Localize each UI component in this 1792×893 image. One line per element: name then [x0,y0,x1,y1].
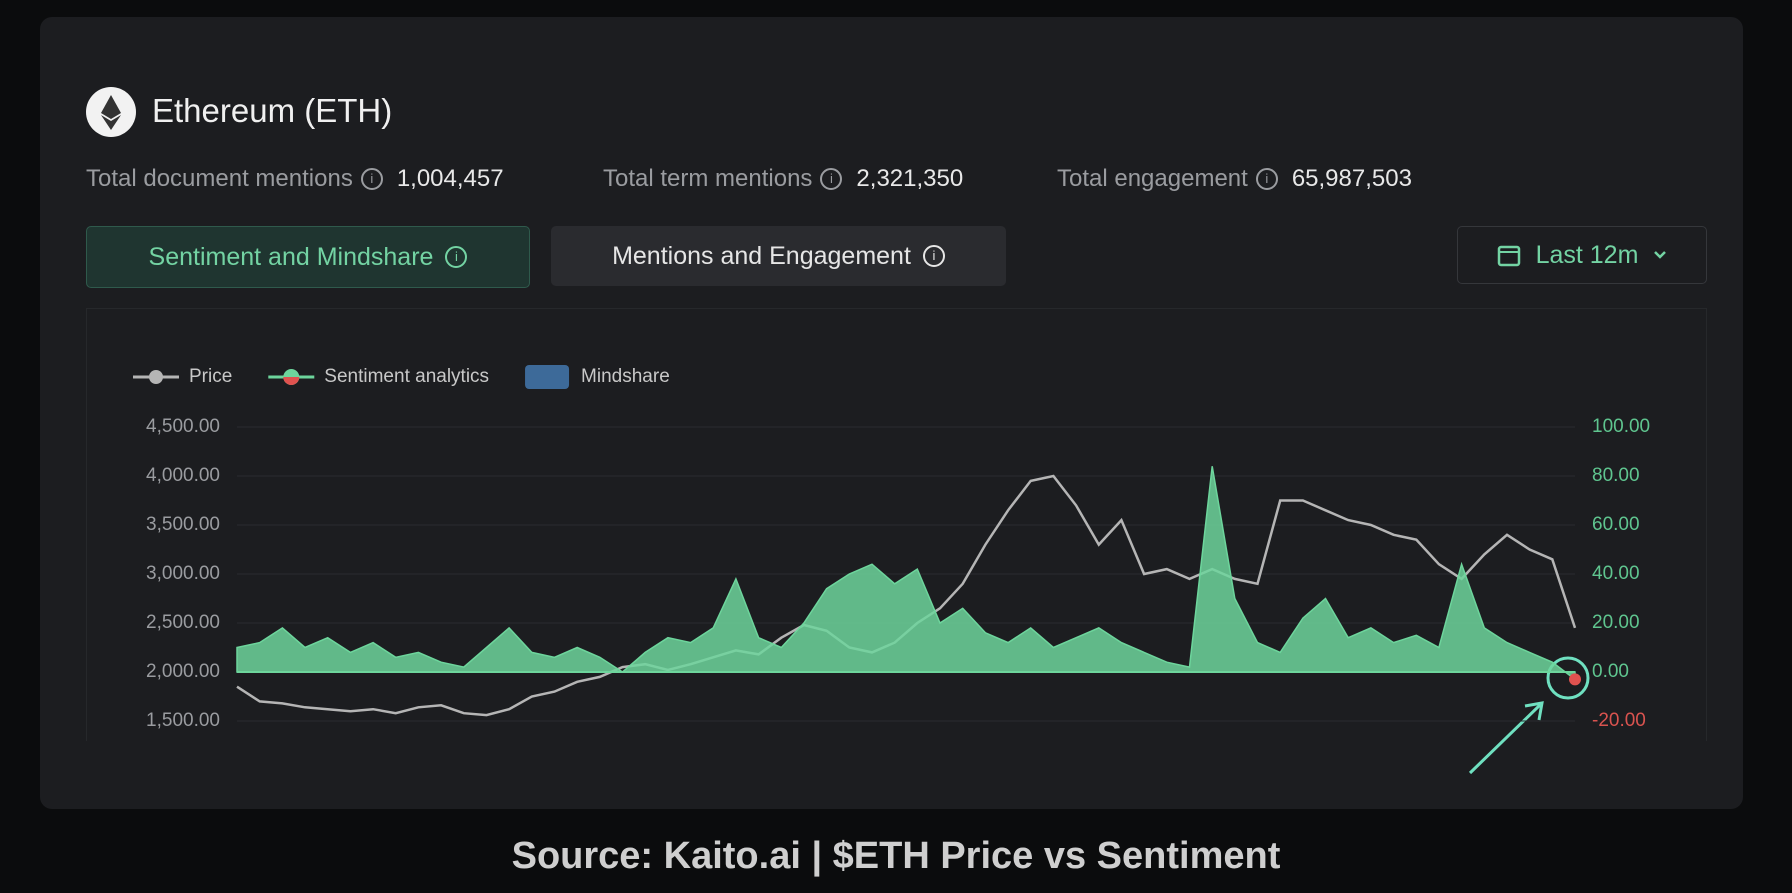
y-tick-label: 1,500.00 [146,710,220,731]
stat-label: Total term mentions [603,165,813,192]
sentiment-area [236,466,1576,681]
legend-swatch [283,377,300,385]
y-tick-label: 4,000.00 [146,465,220,486]
y-tick-label: 3,000.00 [146,563,220,584]
y2-tick-label: 20.00 [1592,612,1640,633]
tab-label: Sentiment and Mindshare [148,242,434,271]
y-tick-label: 4,500.00 [146,416,220,437]
eth-icon [101,95,121,130]
arrow-head [1524,701,1544,721]
info-icon[interactable]: i [360,168,383,190]
info-icon[interactable]: i [445,246,468,268]
stat: Total term mentions i 2,321,350 [603,165,963,193]
info-icon[interactable]: i [820,168,843,190]
y2-tick-label: 0.00 [1592,661,1629,682]
y-tick-label: 2,000.00 [146,661,220,682]
y2-tick-label: -20.00 [1592,710,1646,731]
tab[interactable]: Sentiment and Mindshare i [86,226,530,288]
y-tick-label: 3,500.00 [146,514,220,535]
card [40,17,1743,809]
y2-tick-label: 80.00 [1592,465,1640,486]
y-tick-label: 2,500.00 [146,612,220,633]
stat: Total engagement i 65,987,503 [1057,165,1412,193]
chart-panel [86,308,1707,741]
stat: Total document mentions i 1,004,457 [86,165,504,193]
legend-label: Mindshare [581,366,670,387]
legend-label: Price [189,366,232,387]
chevron [1654,251,1667,259]
info-icon[interactable]: i [922,245,945,267]
caption: Source: Kaito.ai | $ETH Price vs Sentime… [511,835,1281,877]
range-select[interactable]: Last 12m [1457,226,1707,284]
tab[interactable]: Mentions and Engagement i [551,226,1006,286]
stat-label: Total engagement [1057,165,1248,192]
y2-tick-label: 60.00 [1592,514,1640,535]
legend-label: Sentiment analytics [324,366,489,387]
range-label: Last 12m [1535,240,1639,269]
stat-value: 1,004,457 [396,165,504,192]
negative-point [1569,673,1581,686]
eth-logo [86,87,136,137]
legend-swatch [149,370,163,384]
legend-swatch [525,365,570,389]
y2-tick-label: 40.00 [1592,563,1640,584]
stat-label: Total document mentions [86,165,353,192]
info-icon[interactable]: i [1255,168,1278,190]
arrow [1468,703,1542,775]
calendar-icon [1497,245,1520,267]
tab-label: Mentions and Engagement [612,241,911,270]
stat-value: 65,987,503 [1291,165,1412,192]
title: Ethereum (ETH) [152,92,393,129]
y2-tick-label: 100.00 [1592,416,1650,437]
highlight-circle [1546,656,1590,700]
stat-value: 2,321,350 [856,165,964,192]
